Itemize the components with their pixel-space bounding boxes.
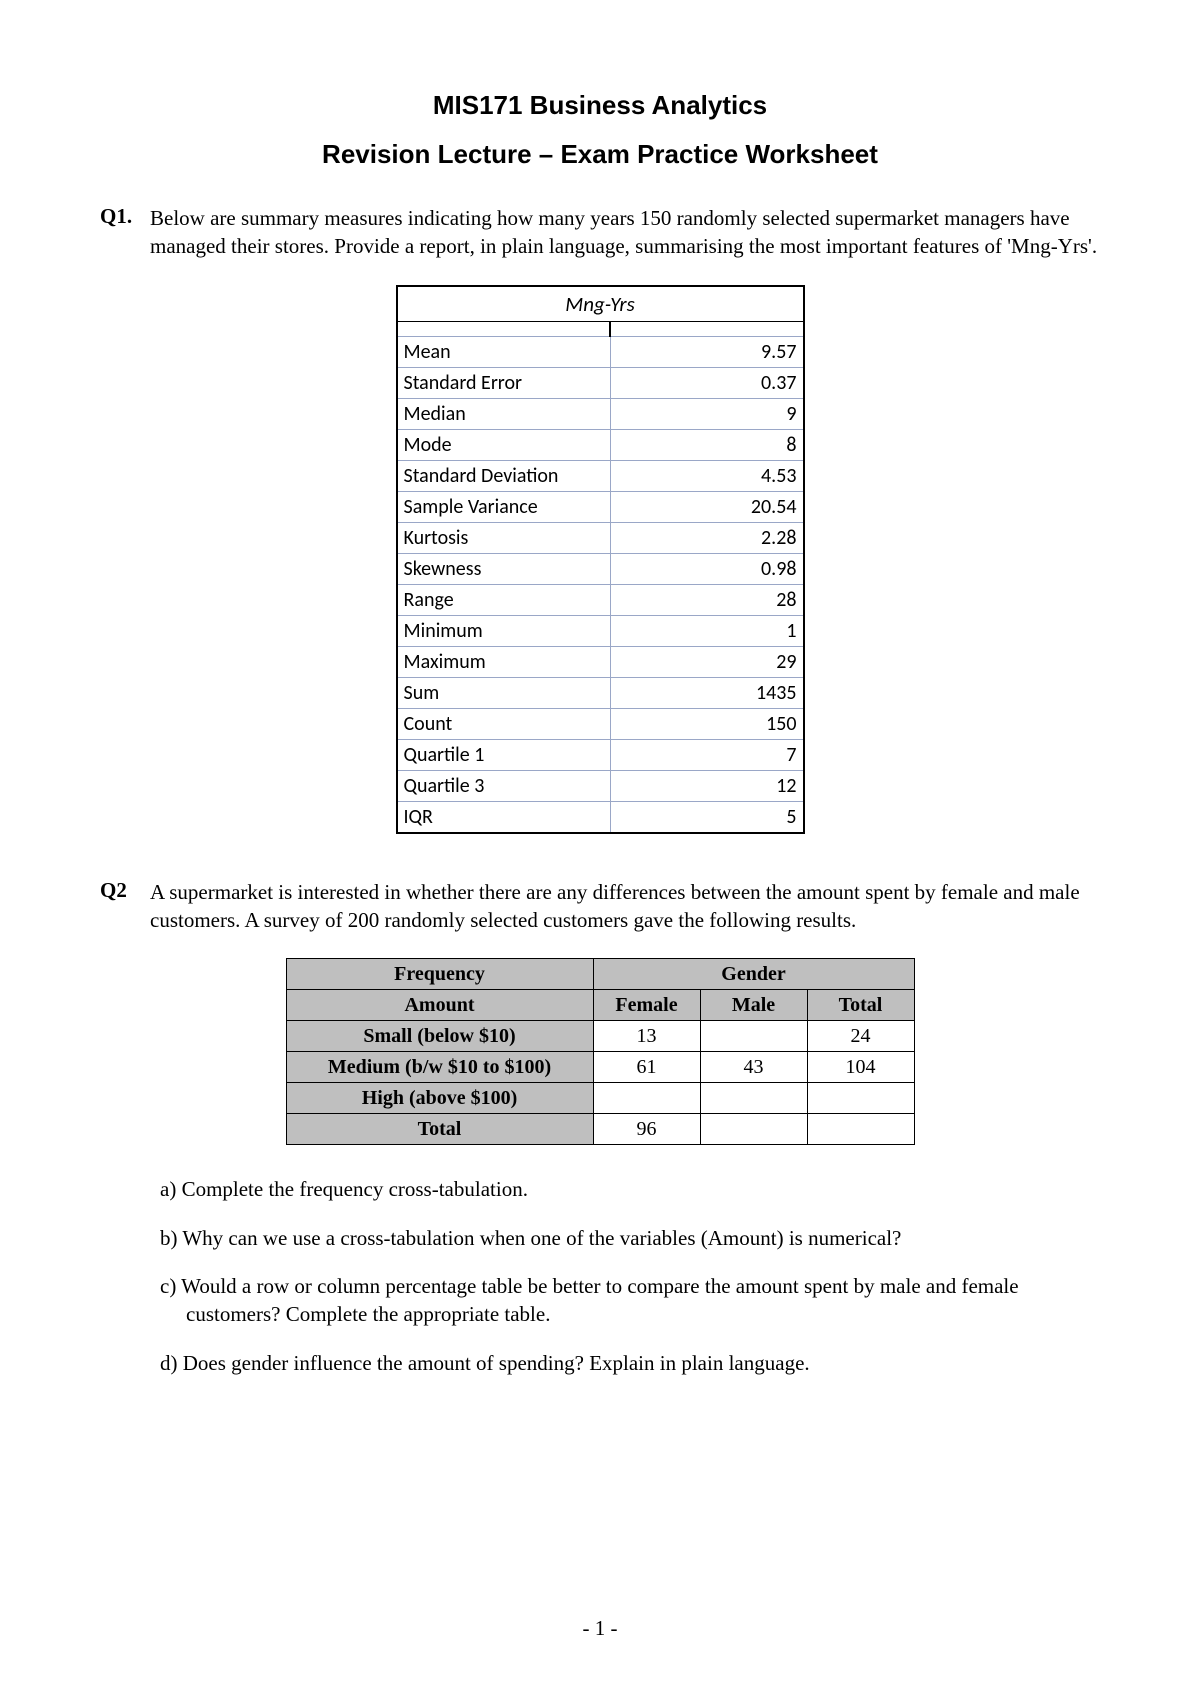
stats-row-value: 8 xyxy=(610,429,804,460)
freq-cell xyxy=(700,1114,807,1145)
q2-label: Q2 xyxy=(100,878,150,903)
q1-stats-table-wrap: Mng-Yrs Mean9.57Standard Error0.37Median… xyxy=(100,285,1100,834)
freq-cell xyxy=(807,1083,914,1114)
freq-cell xyxy=(700,1083,807,1114)
stats-row-label: Range xyxy=(397,584,611,615)
freq-row-header-label: Amount xyxy=(286,990,593,1021)
freq-cell xyxy=(593,1083,700,1114)
stats-row-value: 7 xyxy=(610,739,804,770)
q2-subpart: c) Would a row or column percentage tabl… xyxy=(160,1272,1100,1329)
stats-row: Sample Variance20.54 xyxy=(397,491,804,522)
freq-top-right: Gender xyxy=(593,959,914,990)
q1-prompt: Below are summary measures indicating ho… xyxy=(150,204,1100,261)
stats-row-label: Standard Error xyxy=(397,367,611,398)
freq-row: High (above $100) xyxy=(286,1083,914,1114)
stats-row-label: Maximum xyxy=(397,646,611,677)
stats-row-label: Quartile 1 xyxy=(397,739,611,770)
stats-table-title: Mng-Yrs xyxy=(397,286,804,322)
page: MIS171 Business Analytics Revision Lectu… xyxy=(0,0,1200,1697)
stats-row: Skewness0.98 xyxy=(397,553,804,584)
freq-cell: 24 xyxy=(807,1021,914,1052)
stats-row: Mode8 xyxy=(397,429,804,460)
freq-col-total: Total xyxy=(807,990,914,1021)
stats-row: Count150 xyxy=(397,708,804,739)
stats-row: Quartile 17 xyxy=(397,739,804,770)
stats-row: Range28 xyxy=(397,584,804,615)
freq-row-label: Medium (b/w $10 to $100) xyxy=(286,1052,593,1083)
freq-cell: 61 xyxy=(593,1052,700,1083)
freq-row-label: Small (below $10) xyxy=(286,1021,593,1052)
stats-row: Standard Error0.37 xyxy=(397,367,804,398)
stats-blank-row xyxy=(397,321,804,336)
q1-stats-table: Mng-Yrs Mean9.57Standard Error0.37Median… xyxy=(396,285,805,834)
freq-cell xyxy=(700,1021,807,1052)
stats-row-label: Standard Deviation xyxy=(397,460,611,491)
stats-row-label: Mean xyxy=(397,336,611,367)
stats-row-value: 1435 xyxy=(610,677,804,708)
stats-row-label: Sum xyxy=(397,677,611,708)
freq-row-label: Total xyxy=(286,1114,593,1145)
stats-row-value: 28 xyxy=(610,584,804,615)
stats-row-value: 0.98 xyxy=(610,553,804,584)
q2-subpart: b) Why can we use a cross-tabulation whe… xyxy=(160,1224,1100,1252)
stats-row-value: 4.53 xyxy=(610,460,804,491)
course-title: MIS171 Business Analytics xyxy=(100,90,1100,121)
stats-row-value: 12 xyxy=(610,770,804,801)
stats-row-label: Mode xyxy=(397,429,611,460)
stats-row-value: 150 xyxy=(610,708,804,739)
freq-cell: 104 xyxy=(807,1052,914,1083)
q2-prompt: A supermarket is interested in whether t… xyxy=(150,878,1100,935)
stats-row-value: 2.28 xyxy=(610,522,804,553)
stats-row: Kurtosis2.28 xyxy=(397,522,804,553)
stats-row: Maximum29 xyxy=(397,646,804,677)
q2-block: Q2 A supermarket is interested in whethe… xyxy=(100,878,1100,935)
freq-cell: 13 xyxy=(593,1021,700,1052)
stats-row-value: 9 xyxy=(610,398,804,429)
stats-row-label: Quartile 3 xyxy=(397,770,611,801)
stats-row: IQR5 xyxy=(397,801,804,833)
q1-label: Q1. xyxy=(100,204,150,229)
stats-row: Median9 xyxy=(397,398,804,429)
q1-block: Q1. Below are summary measures indicatin… xyxy=(100,204,1100,261)
freq-cell: 96 xyxy=(593,1114,700,1145)
page-footer: - 1 - xyxy=(0,1616,1200,1641)
worksheet-title: Revision Lecture – Exam Practice Workshe… xyxy=(100,139,1100,170)
q2-freq-table-wrap: Frequency Gender Amount Female Male Tota… xyxy=(100,958,1100,1145)
stats-row-label: Sample Variance xyxy=(397,491,611,522)
stats-row-label: Kurtosis xyxy=(397,522,611,553)
freq-col-female: Female xyxy=(593,990,700,1021)
freq-cell xyxy=(807,1114,914,1145)
stats-row-label: IQR xyxy=(397,801,611,833)
stats-row: Quartile 312 xyxy=(397,770,804,801)
stats-row-label: Skewness xyxy=(397,553,611,584)
freq-row: Total96 xyxy=(286,1114,914,1145)
freq-col-male: Male xyxy=(700,990,807,1021)
stats-row-label: Median xyxy=(397,398,611,429)
q2-subpart: a) Complete the frequency cross-tabulati… xyxy=(160,1175,1100,1203)
stats-row-value: 1 xyxy=(610,615,804,646)
freq-row: Small (below $10)13 24 xyxy=(286,1021,914,1052)
stats-row-value: 9.57 xyxy=(610,336,804,367)
stats-row: Minimum1 xyxy=(397,615,804,646)
q2-subparts: a) Complete the frequency cross-tabulati… xyxy=(100,1175,1100,1377)
stats-row: Standard Deviation4.53 xyxy=(397,460,804,491)
stats-row-label: Count xyxy=(397,708,611,739)
freq-top-left: Frequency xyxy=(286,959,593,990)
freq-cell: 43 xyxy=(700,1052,807,1083)
stats-row-value: 29 xyxy=(610,646,804,677)
freq-row-label: High (above $100) xyxy=(286,1083,593,1114)
stats-row-label: Minimum xyxy=(397,615,611,646)
q2-subpart: d) Does gender influence the amount of s… xyxy=(160,1349,1100,1377)
stats-row-value: 5 xyxy=(610,801,804,833)
q2-freq-table: Frequency Gender Amount Female Male Tota… xyxy=(286,958,915,1145)
stats-row: Sum1435 xyxy=(397,677,804,708)
stats-row-value: 0.37 xyxy=(610,367,804,398)
stats-row: Mean9.57 xyxy=(397,336,804,367)
stats-row-value: 20.54 xyxy=(610,491,804,522)
freq-row: Medium (b/w $10 to $100)6143104 xyxy=(286,1052,914,1083)
